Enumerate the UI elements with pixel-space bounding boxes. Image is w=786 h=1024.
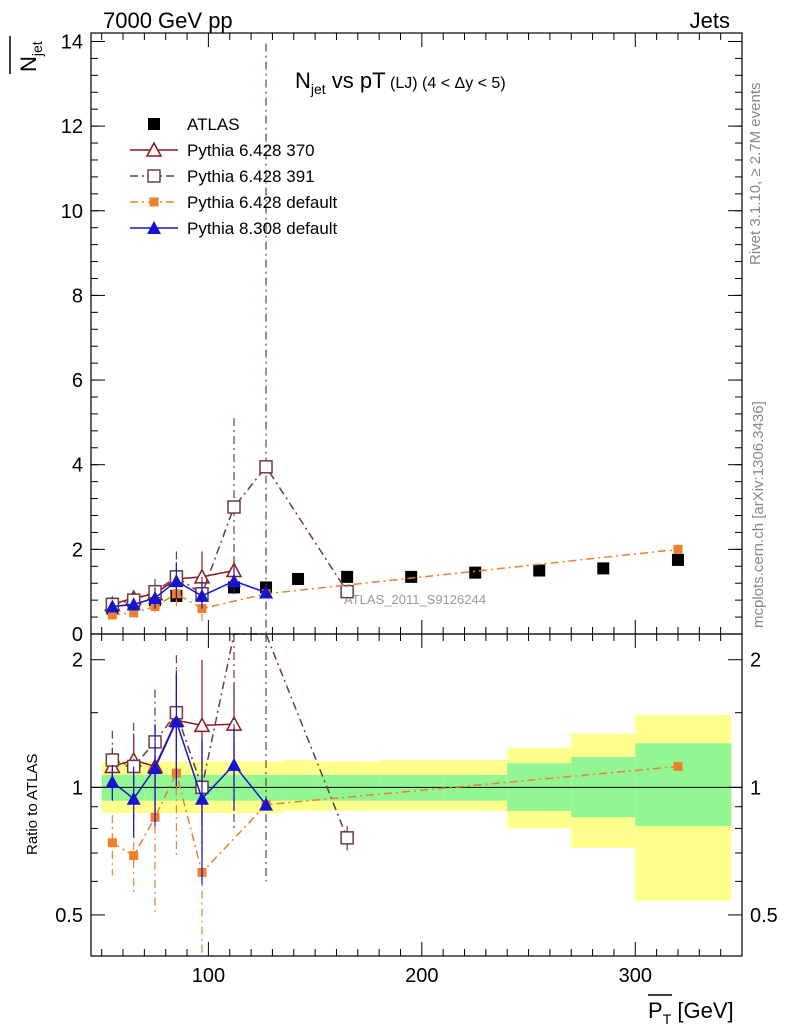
y-tick-label: 6: [72, 370, 83, 392]
header-left: 7000 GeV pp: [103, 8, 233, 33]
data-point: [227, 757, 242, 771]
ylabel-top-sub: jet: [29, 41, 45, 57]
data-point: [126, 597, 141, 611]
data-point: [126, 791, 141, 805]
title-sub: jet: [310, 81, 326, 97]
data-point: [107, 838, 117, 848]
data-point: [129, 851, 139, 861]
main-series-pythia-8-308-default: [105, 564, 274, 613]
rivet-label: Rivet 3.1.10, ≥ 2.7M events: [747, 83, 764, 266]
ratio-series-pythia-8-308-default: [105, 674, 274, 885]
legend-label: Pythia 6.428 370: [187, 141, 315, 160]
legend-item: Pythia 6.428 default: [130, 193, 338, 212]
legend-marker: [149, 197, 159, 207]
y-tick-label: 0: [72, 624, 83, 646]
data-point: [340, 584, 354, 599]
data-point: [148, 761, 163, 775]
xlabel-main: P: [648, 998, 663, 1023]
y-tick-label: 10: [61, 201, 83, 223]
header-right: Jets: [690, 8, 730, 33]
ratio-tick-label: 1: [72, 777, 83, 799]
data-point: [193, 716, 211, 733]
data-point: [341, 570, 354, 583]
data-point: [227, 574, 242, 588]
mcplots-label: mcplots.cern.ch [arXiv:1306.3436]: [750, 401, 767, 628]
data-point: [469, 566, 482, 579]
legend-item: Pythia 8.308 default: [130, 219, 338, 238]
data-point: [673, 761, 683, 771]
xlabel: PT [GeV]: [648, 994, 734, 1024]
legend-marker: [147, 221, 161, 234]
data-point: [105, 774, 120, 788]
ratio-tick-label-right: 1: [750, 777, 761, 799]
ylabel-top-main: N: [16, 56, 41, 72]
data-point: [533, 564, 546, 577]
series-line: [112, 633, 348, 839]
legend-item: Pythia 6.428 370: [130, 141, 315, 160]
legend-label: Pythia 6.428 default: [187, 193, 338, 212]
data-point: [292, 572, 305, 585]
data-point: [259, 585, 274, 599]
svg-text:Njet: Njet: [16, 41, 45, 72]
ylabel-bottom: Ratio to ATLAS: [24, 754, 41, 855]
data-point: [259, 797, 274, 811]
y-tick-label: 8: [72, 285, 83, 307]
title-rest: vs pT: [326, 68, 386, 93]
data-point: [194, 588, 209, 602]
data-point: [129, 608, 139, 618]
ratio-frame: [90, 633, 743, 957]
y-tick-label: 2: [72, 539, 83, 561]
title-main: N: [295, 68, 311, 93]
x-tick-label: 100: [192, 965, 225, 987]
ylabel-top: Njet: [9, 36, 45, 74]
data-point: [169, 574, 184, 588]
data-point: [405, 570, 418, 583]
svg-text:PT [GeV]: PT [GeV]: [648, 998, 734, 1024]
data-point: [597, 562, 610, 575]
legend-marker: [147, 169, 161, 183]
y-tick-label: 12: [61, 116, 83, 138]
data-point: [105, 599, 120, 613]
data-point: [169, 714, 184, 728]
watermark: ATLAS_2011_S9126244: [344, 592, 486, 607]
ratio-bands: [91, 715, 742, 901]
y-tick-label: 14: [61, 31, 83, 53]
ratio-tick-label-right: 2: [750, 650, 761, 672]
data-point: [673, 544, 683, 554]
data-point: [148, 591, 163, 605]
ratio-series-pythia-6-428-391: [105, 633, 354, 882]
legend: ATLAS Pythia 6.428 370 Pythia 6.428 391 Pyt…: [130, 115, 338, 238]
ratio-tick-label-right: 0.5: [750, 905, 778, 927]
legend-item: ATLAS: [148, 115, 240, 134]
x-tick-label: 300: [619, 965, 652, 987]
data-point: [107, 610, 117, 620]
legend-label: Pythia 6.428 391: [187, 167, 315, 186]
data-point: [671, 553, 684, 566]
data-point: [194, 791, 209, 805]
y-tick-label: 4: [72, 455, 83, 477]
data-layer: [104, 43, 684, 956]
legend-marker: [145, 141, 163, 157]
data-point: [340, 831, 354, 845]
data-point: [105, 753, 120, 767]
ratio-tick-label: 0.5: [55, 905, 83, 927]
legend-marker: [148, 118, 160, 130]
legend-label: ATLAS: [187, 115, 240, 134]
title-small: (LJ) (4 < Δy < 5): [386, 75, 506, 92]
x-tick-label: 200: [405, 965, 438, 987]
plot-title: Njet vs pT (LJ) (4 < Δy < 5): [295, 68, 506, 97]
data-point: [227, 500, 241, 514]
xlabel-unit: [GeV]: [671, 998, 733, 1023]
green-band-bin: [635, 743, 732, 827]
legend-item: Pythia 6.428 391: [130, 167, 315, 186]
data-point: [259, 460, 273, 474]
legend-label: Pythia 8.308 default: [187, 219, 338, 238]
ratio-tick-label: 2: [72, 650, 83, 672]
xlabel-sub: T: [663, 1011, 672, 1024]
